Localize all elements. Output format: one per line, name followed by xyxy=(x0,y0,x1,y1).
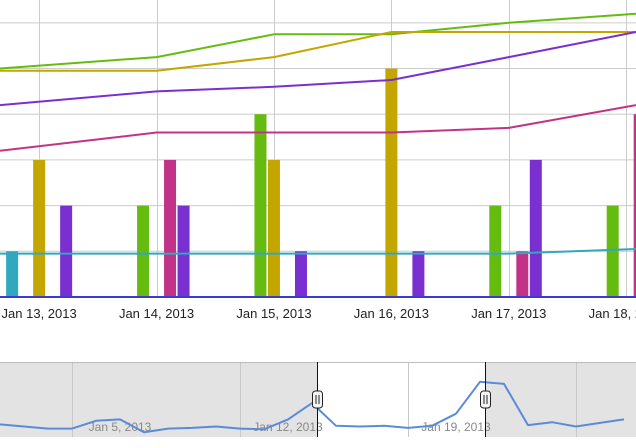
navigator-date-label: Jan 19, 2013 xyxy=(421,420,491,434)
series-line[interactable] xyxy=(0,104,636,152)
bar[interactable] xyxy=(294,251,307,297)
bar[interactable] xyxy=(633,114,636,297)
x-tick-label: Jan 13, 2013 xyxy=(2,306,77,321)
series-line[interactable] xyxy=(0,31,636,72)
bar[interactable] xyxy=(529,159,542,297)
bar[interactable] xyxy=(6,251,19,297)
navigator-shade-right xyxy=(485,362,636,437)
x-axis-tick-labels: Jan 13, 2013 Jan 14, 2013 Jan 15, 2013 Jan … xyxy=(2,306,636,321)
bar[interactable] xyxy=(254,114,267,297)
series-line[interactable] xyxy=(0,12,636,70)
handle-grip[interactable] xyxy=(480,390,491,409)
range-navigator[interactable]: Jan 5, 2013 Jan 12, 2013 Jan 19, 2013 xyxy=(0,362,636,437)
x-tick-label: Jan 16, 2013 xyxy=(354,306,429,321)
bar-layer xyxy=(6,68,636,298)
navigator-right-handle[interactable] xyxy=(480,390,491,409)
bar[interactable] xyxy=(164,159,177,297)
bar[interactable] xyxy=(412,251,425,297)
navigator-left-handle[interactable] xyxy=(312,390,323,409)
x-tick-label: Jan 14, 2013 xyxy=(119,306,194,321)
bar[interactable] xyxy=(489,205,502,297)
bar[interactable] xyxy=(137,205,150,297)
series-line[interactable] xyxy=(0,248,636,255)
line-layer xyxy=(0,12,636,255)
navigator-date-label: Jan 12, 2013 xyxy=(253,420,323,434)
navigator-date-label: Jan 5, 2013 xyxy=(89,420,152,434)
bar[interactable] xyxy=(516,251,529,297)
x-tick-label: Jan 18, 2013 xyxy=(589,306,636,321)
bar[interactable] xyxy=(606,205,619,297)
handle-grip[interactable] xyxy=(312,390,323,409)
series-line[interactable] xyxy=(0,31,636,107)
plot-grid xyxy=(0,0,636,297)
x-tick-label: Jan 15, 2013 xyxy=(236,306,311,321)
bar[interactable] xyxy=(60,205,73,297)
navigator-line xyxy=(0,380,625,434)
bar[interactable] xyxy=(385,68,398,298)
bar[interactable] xyxy=(177,205,190,297)
bar[interactable] xyxy=(33,159,46,297)
x-tick-label: Jan 17, 2013 xyxy=(471,306,546,321)
navigator-shade-left xyxy=(0,362,317,437)
bar[interactable] xyxy=(267,159,280,297)
